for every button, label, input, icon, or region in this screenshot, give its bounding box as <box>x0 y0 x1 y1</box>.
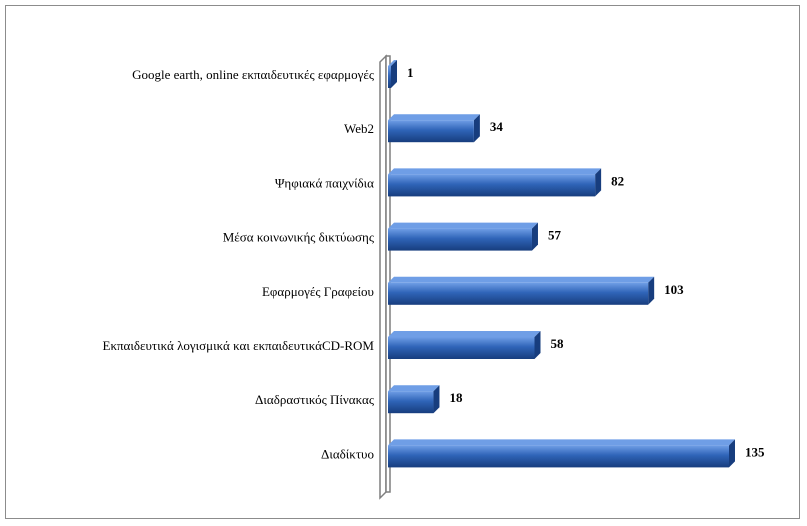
bar-top-face <box>388 439 735 446</box>
value-label: 82 <box>611 173 624 188</box>
bar-side-face <box>391 60 397 88</box>
bar-side-face <box>729 439 735 468</box>
category-label: Εκπαιδευτικά λογισμικά και εκπαιδευτικάC… <box>103 338 375 353</box>
bar <box>388 168 602 197</box>
bar-top-face <box>388 168 602 175</box>
bar-top-face <box>388 60 397 66</box>
bar <box>388 385 440 414</box>
bars-group <box>388 60 735 468</box>
value-label: 135 <box>745 444 765 459</box>
bar-top-face <box>388 385 440 392</box>
bar <box>388 222 538 251</box>
category-labels: Google earth, online εκπαιδευτικές εφαρμ… <box>103 67 375 461</box>
bar <box>388 276 655 305</box>
chart-frame: Google earth, online εκπαιδευτικές εφαρμ… <box>5 5 800 519</box>
bar <box>388 439 735 468</box>
category-label: Ψηφιακά παιχνίδια <box>275 175 374 190</box>
category-label: Διαδίκτυο <box>321 446 374 461</box>
bar-top-face <box>388 331 541 337</box>
bar-side-face <box>433 385 440 414</box>
bar <box>388 114 480 143</box>
category-label: Μέσα κοινωνικής δικτύωσης <box>223 230 375 245</box>
category-label: Web2 <box>344 121 374 136</box>
axis-wall-front <box>385 55 391 493</box>
bar-top-face <box>388 114 480 121</box>
bar-side-face <box>534 331 541 359</box>
bar-front-face <box>388 391 434 414</box>
value-label: 57 <box>548 228 562 243</box>
value-label: 18 <box>449 390 463 405</box>
bar-chart: Google earth, online εκπαιδευτικές εφαρμ… <box>103 54 765 500</box>
bar-front-face <box>388 66 391 88</box>
value-label: 34 <box>490 119 504 134</box>
bar-side-face <box>531 222 538 251</box>
bar-front-face <box>388 228 532 251</box>
category-axis-wall <box>379 54 391 500</box>
bar-side-face <box>595 168 602 197</box>
category-label: Google earth, online εκπαιδευτικές εφαρμ… <box>132 67 375 82</box>
category-label: Διαδραστικός Πίνακας <box>255 392 375 407</box>
bar <box>388 60 397 88</box>
value-label: 103 <box>664 282 684 297</box>
category-label: Εφαρμογές Γραφείου <box>262 284 374 299</box>
bar-front-face <box>388 445 729 468</box>
bar-side-face <box>648 276 655 305</box>
bar-top-face <box>388 276 655 283</box>
bar-front-face <box>388 120 474 143</box>
bar-top-face <box>388 222 538 229</box>
value-labels: 1 34 82 57 103 58 18 135 <box>407 65 765 459</box>
bar-front-face <box>388 282 649 305</box>
axis-wall-side <box>379 54 387 500</box>
bar <box>388 331 541 359</box>
bar-front-face <box>388 174 596 197</box>
value-label: 1 <box>407 65 414 80</box>
bar-front-face <box>388 337 535 359</box>
value-label: 58 <box>551 336 565 351</box>
bar-side-face <box>473 114 480 143</box>
